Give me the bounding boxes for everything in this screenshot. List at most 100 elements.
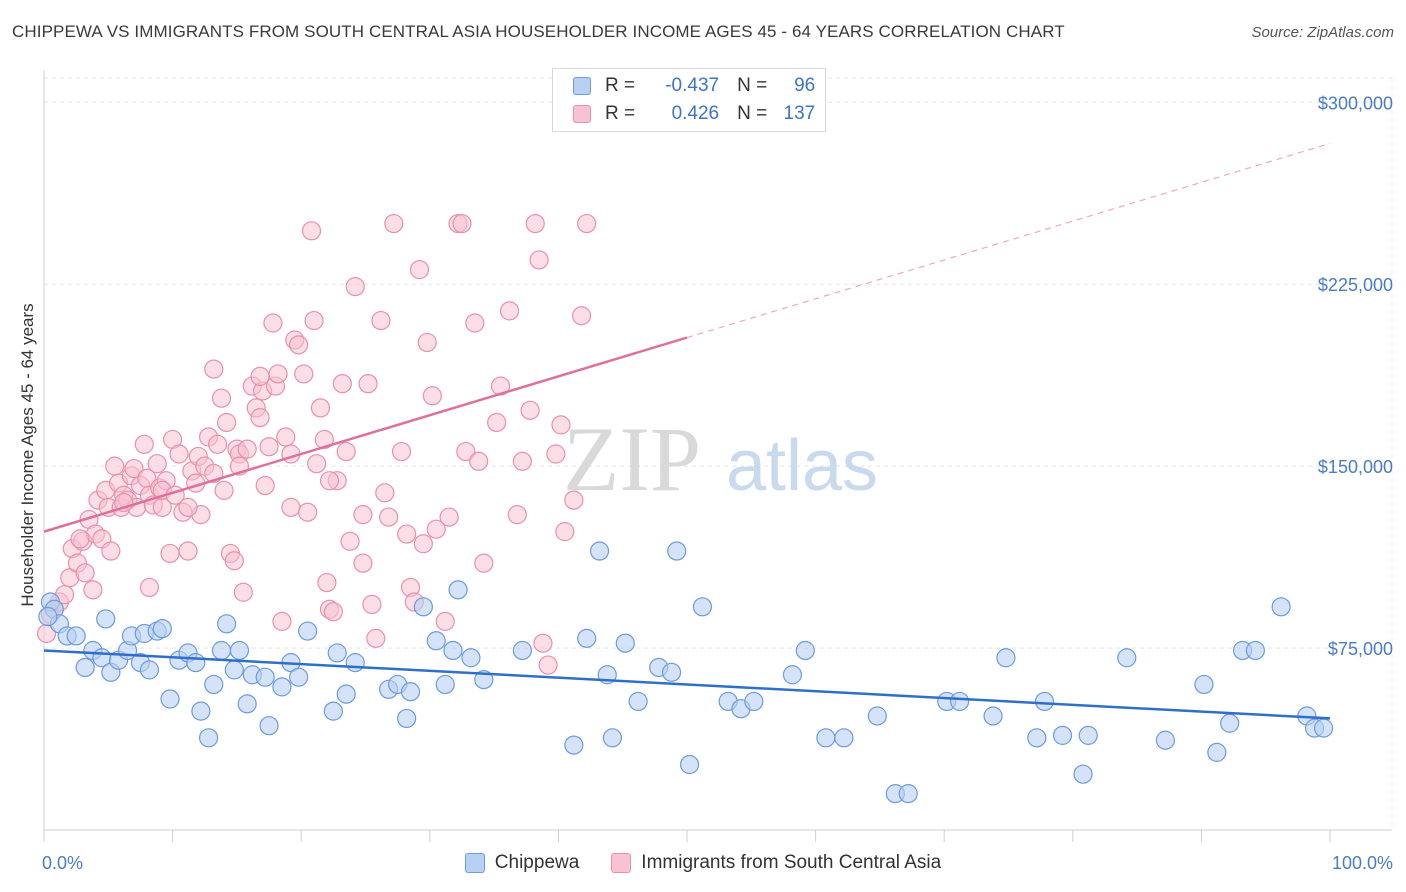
watermark-zip: ZIP bbox=[563, 408, 701, 510]
chippewa-point bbox=[782, 665, 803, 685]
immigrants-point bbox=[426, 519, 446, 539]
immigrants-point bbox=[435, 611, 455, 631]
series-legend-item-chippewa: Chippewa bbox=[464, 852, 579, 874]
chippewa-point bbox=[323, 701, 343, 721]
chippewa-point bbox=[224, 660, 244, 680]
immigrants-point bbox=[439, 507, 459, 527]
immigrants-point bbox=[366, 628, 386, 648]
chippewa-point bbox=[272, 677, 292, 697]
immigrants-point bbox=[314, 429, 334, 450]
chippewa-point bbox=[152, 619, 172, 639]
immigrants-point bbox=[323, 602, 343, 622]
chippewa-point bbox=[1245, 640, 1266, 661]
immigrants-trend-extension bbox=[686, 142, 1331, 339]
immigrants-points bbox=[36, 213, 597, 675]
immigrants-point bbox=[353, 505, 373, 525]
trend-lines bbox=[43, 142, 1331, 720]
immigrants-trend-line bbox=[43, 336, 688, 533]
chippewa-trend-line bbox=[43, 649, 1331, 720]
chippewa-point bbox=[834, 728, 854, 748]
immigrants-point bbox=[281, 497, 301, 517]
chippewa-point bbox=[139, 660, 160, 680]
legend-n-label: N = bbox=[737, 75, 768, 96]
y-tick-label: $300,000 bbox=[1318, 93, 1393, 113]
chippewa-point bbox=[1155, 730, 1175, 750]
chippewa-point bbox=[692, 597, 713, 617]
y-axis-label: Householder Income Ages 45 - 64 years bbox=[18, 303, 37, 606]
immigrants-point bbox=[75, 563, 95, 583]
legend-swatch-immigrants bbox=[573, 105, 591, 123]
chippewa-point bbox=[1052, 725, 1073, 745]
immigrants-point bbox=[358, 374, 378, 394]
chippewa-point bbox=[237, 694, 257, 714]
chippewa-point bbox=[602, 728, 623, 748]
chippewa-point bbox=[217, 614, 237, 634]
chippewa-point bbox=[679, 754, 700, 775]
chart-title: CHIPPEWA VS IMMIGRANTS FROM SOUTH CENTRA… bbox=[12, 22, 1065, 41]
chippewa-point bbox=[1027, 728, 1047, 748]
immigrants-point bbox=[101, 541, 121, 561]
chippewa-point bbox=[160, 689, 180, 709]
chippewa-point bbox=[1034, 691, 1055, 712]
immigrants-point bbox=[294, 364, 314, 384]
chippewa-point bbox=[615, 633, 635, 653]
chippewa-point bbox=[564, 735, 584, 755]
chippewa-point bbox=[1313, 718, 1334, 738]
chippewa-point bbox=[816, 728, 836, 748]
immigrants-point bbox=[384, 213, 404, 234]
chippewa-point bbox=[204, 674, 224, 695]
chippewa-point bbox=[229, 640, 250, 661]
immigrants-point bbox=[208, 434, 228, 454]
immigrants-point bbox=[469, 451, 489, 471]
x-tick-label-max: 100.0% bbox=[1332, 853, 1393, 873]
immigrants-point bbox=[551, 415, 571, 435]
immigrants-point bbox=[301, 221, 322, 241]
immigrants-point bbox=[353, 553, 373, 573]
immigrants-point bbox=[319, 471, 340, 491]
immigrants-point bbox=[409, 260, 430, 280]
legend-r-label: R = bbox=[605, 103, 636, 124]
immigrants-point bbox=[169, 444, 189, 464]
immigrants-point bbox=[214, 480, 234, 500]
legend-r-label: R = bbox=[605, 75, 636, 96]
chippewa-point bbox=[298, 621, 318, 641]
immigrants-point bbox=[375, 483, 395, 503]
chippewa-point bbox=[1194, 674, 1214, 695]
immigrants-point bbox=[178, 497, 198, 517]
chippewa-point bbox=[66, 626, 86, 646]
chippewa-point bbox=[628, 691, 648, 712]
y-tick-label: $225,000 bbox=[1318, 275, 1393, 295]
immigrants-point bbox=[474, 553, 494, 573]
legend-row-chippewa: R = -0.437 N = 96 bbox=[573, 72, 815, 100]
immigrants-point bbox=[332, 374, 352, 394]
chippewa-point bbox=[75, 657, 95, 678]
immigrants-point bbox=[310, 398, 331, 418]
series-legend-swatch-immigrants bbox=[611, 853, 632, 873]
chippewa-point bbox=[96, 609, 116, 629]
immigrants-point bbox=[336, 441, 356, 462]
immigrants-point bbox=[250, 408, 270, 428]
series-legend: Chippewa Immigrants from South Central A… bbox=[0, 852, 1406, 874]
chippewa-point bbox=[661, 662, 682, 682]
immigrants-point bbox=[487, 412, 507, 433]
chippewa-point bbox=[1073, 764, 1093, 784]
x-tick-label-min: 0.0% bbox=[42, 853, 83, 873]
chippewa-point bbox=[744, 691, 764, 712]
immigrants-point bbox=[147, 454, 167, 474]
chippewa-point bbox=[795, 640, 815, 661]
chippewa-point bbox=[577, 628, 597, 648]
immigrants-point bbox=[507, 505, 527, 525]
legend-r-value-immigrants: 0.426 bbox=[671, 103, 720, 124]
immigrants-point bbox=[105, 456, 125, 476]
immigrants-point bbox=[124, 458, 144, 479]
chippewa-point bbox=[199, 728, 219, 748]
immigrants-point bbox=[413, 534, 433, 554]
immigrants-point bbox=[456, 441, 476, 462]
immigrants-point bbox=[529, 250, 549, 270]
chippewa-point bbox=[443, 640, 463, 661]
immigrants-point bbox=[538, 655, 558, 675]
immigrants-point bbox=[237, 439, 257, 459]
chippewa-point bbox=[255, 667, 275, 687]
chippewa-point bbox=[1271, 597, 1291, 617]
immigrants-point bbox=[340, 531, 360, 551]
